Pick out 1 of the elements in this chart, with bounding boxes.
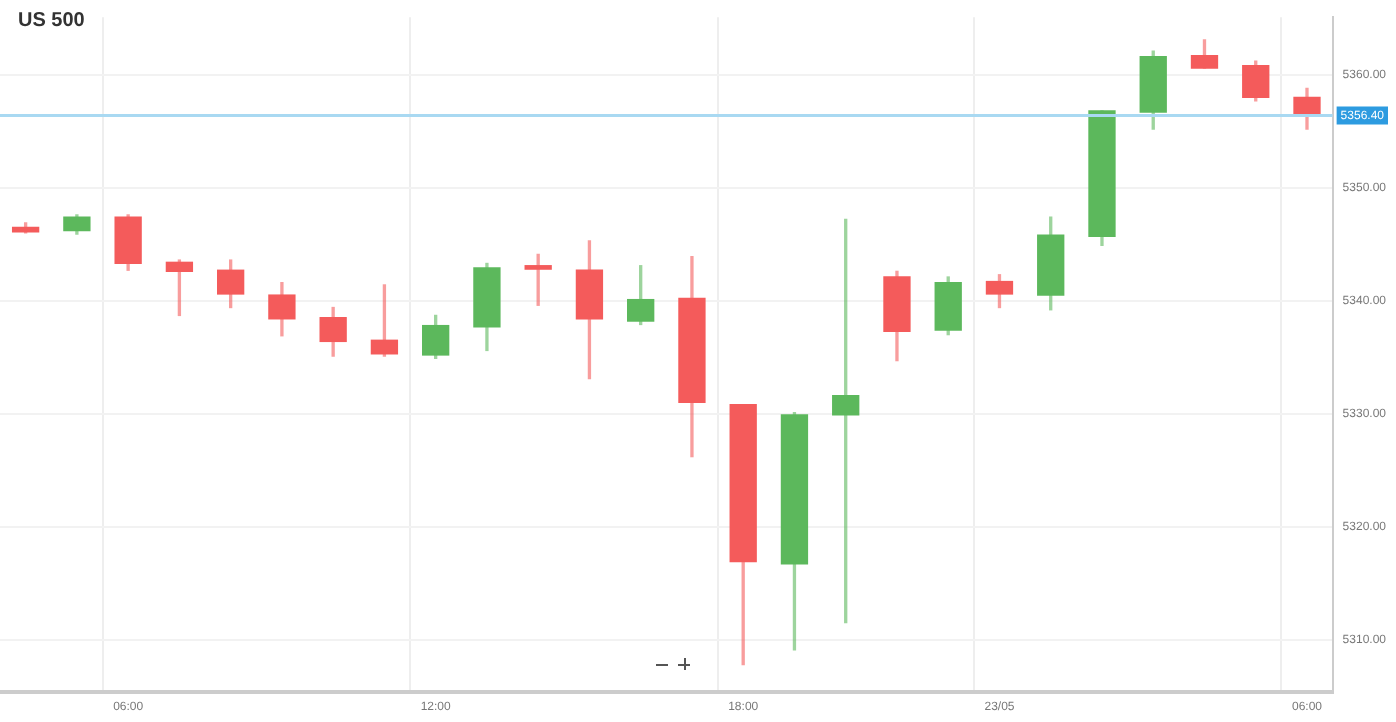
chart-title: US 500 [18,10,85,32]
